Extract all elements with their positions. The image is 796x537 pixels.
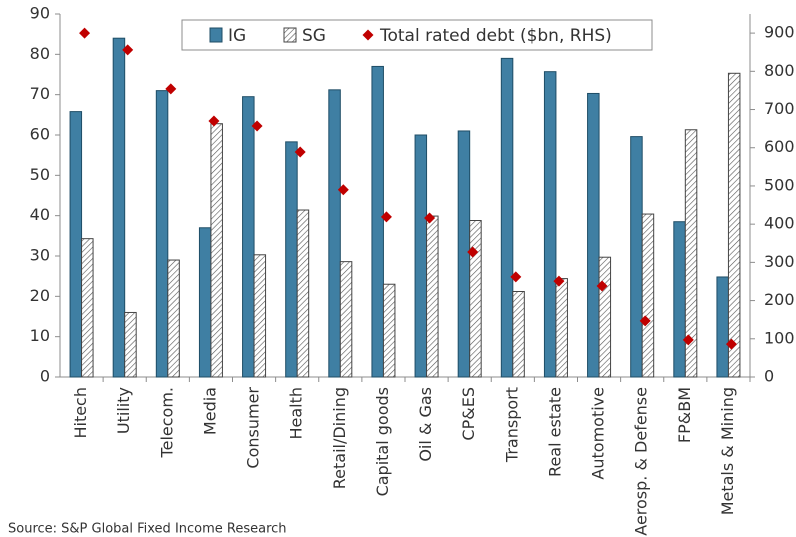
debt-marker <box>251 120 263 132</box>
bar <box>167 259 180 378</box>
bar <box>630 136 643 378</box>
bar <box>673 221 686 378</box>
bar <box>555 278 568 378</box>
y-tick-label: 20 <box>30 286 50 305</box>
y-tick-label: 40 <box>30 205 50 224</box>
y-tick-label: 10 <box>30 326 50 345</box>
x-tick-label: Transport <box>502 387 521 463</box>
x-tick-label: Aerosp. & Defense <box>632 387 651 536</box>
bar <box>339 261 353 378</box>
y2-tick-label: 300 <box>764 252 795 271</box>
y-tick-label: 0 <box>40 367 50 386</box>
y2-tick-label: 0 <box>764 367 774 386</box>
bar <box>512 290 525 378</box>
y-tick-label: 60 <box>30 125 50 144</box>
bar <box>124 311 137 378</box>
y-tick-label: 50 <box>30 165 50 184</box>
bar <box>426 215 439 378</box>
x-tick-label: Health <box>287 387 306 440</box>
bar <box>382 283 396 378</box>
legend-swatch <box>209 27 223 43</box>
bar <box>69 111 83 378</box>
debt-marker <box>639 315 651 327</box>
x-tick-label: Oil & Gas <box>416 387 435 462</box>
bar <box>242 96 255 378</box>
x-tick-label: Media <box>200 387 219 435</box>
y2-tick-label: 600 <box>764 137 795 156</box>
bar <box>684 129 698 378</box>
legend-label: IG <box>228 26 246 46</box>
bar <box>414 134 428 378</box>
bar <box>500 57 514 378</box>
bar <box>727 72 741 378</box>
bar <box>198 227 212 378</box>
source-note: Source: S&P Global Fixed Income Research <box>8 522 287 537</box>
y-tick-label: 30 <box>30 246 50 265</box>
bar <box>371 65 384 378</box>
debt-marker <box>208 115 220 127</box>
bar <box>543 71 557 378</box>
bar <box>155 90 169 378</box>
y2-tick-label: 800 <box>764 61 795 80</box>
x-tick-label: Retail/Dining <box>330 387 349 489</box>
x-tick-label: Utility <box>114 387 133 434</box>
debt-marker <box>467 246 479 258</box>
debt-marker <box>79 27 91 39</box>
bar <box>112 37 126 378</box>
x-tick-label: Automotive <box>589 387 608 480</box>
x-tick-label: CP&ES <box>459 387 478 441</box>
y-tick-label: 80 <box>30 44 50 63</box>
bar <box>328 89 341 378</box>
x-tick-label: Telecom. <box>157 387 176 458</box>
bar <box>641 213 655 378</box>
y-tick-label: 90 <box>30 4 50 23</box>
y2-tick-label: 100 <box>764 328 795 347</box>
debt-marker <box>553 275 565 287</box>
bar <box>716 276 729 378</box>
x-tick-label: Real estate <box>545 387 564 477</box>
y2-tick-label: 400 <box>764 214 795 233</box>
x-tick-label: Hitech <box>71 387 90 439</box>
x-tick-label: FP&BM <box>675 387 694 443</box>
y2-tick-label: 900 <box>764 23 795 42</box>
x-tick-label: Capital goods <box>373 387 392 496</box>
bar <box>598 256 612 378</box>
y-tick-label: 70 <box>30 84 50 103</box>
bar <box>285 141 298 378</box>
y2-tick-label: 200 <box>764 290 795 309</box>
bar <box>210 123 223 378</box>
legend-box <box>181 19 653 51</box>
x-tick-label: Consumer <box>244 387 263 469</box>
debt-marker <box>294 146 306 158</box>
y2-tick-label: 500 <box>764 175 795 194</box>
y2-tick-label: 700 <box>764 99 795 118</box>
debt-marker <box>596 280 608 292</box>
legend-marker <box>362 29 374 41</box>
debt-marker <box>510 271 522 283</box>
debt-marker <box>380 211 392 223</box>
debt-marker <box>682 334 694 346</box>
bar <box>457 130 471 378</box>
debt-marker <box>165 83 177 95</box>
debt-marker <box>725 338 737 350</box>
bar <box>253 254 267 378</box>
bar <box>469 220 482 378</box>
debt-marker <box>424 212 436 224</box>
debt-marker <box>337 184 349 196</box>
bar <box>587 92 600 378</box>
legend-swatch <box>283 27 297 43</box>
bar <box>296 209 310 378</box>
x-tick-label: Metals & Mining <box>718 387 737 515</box>
legend-label: Total rated debt ($bn, RHS) <box>379 26 612 46</box>
debt-marker <box>122 44 134 56</box>
bar <box>81 238 94 378</box>
legend-label: SG <box>302 26 326 46</box>
